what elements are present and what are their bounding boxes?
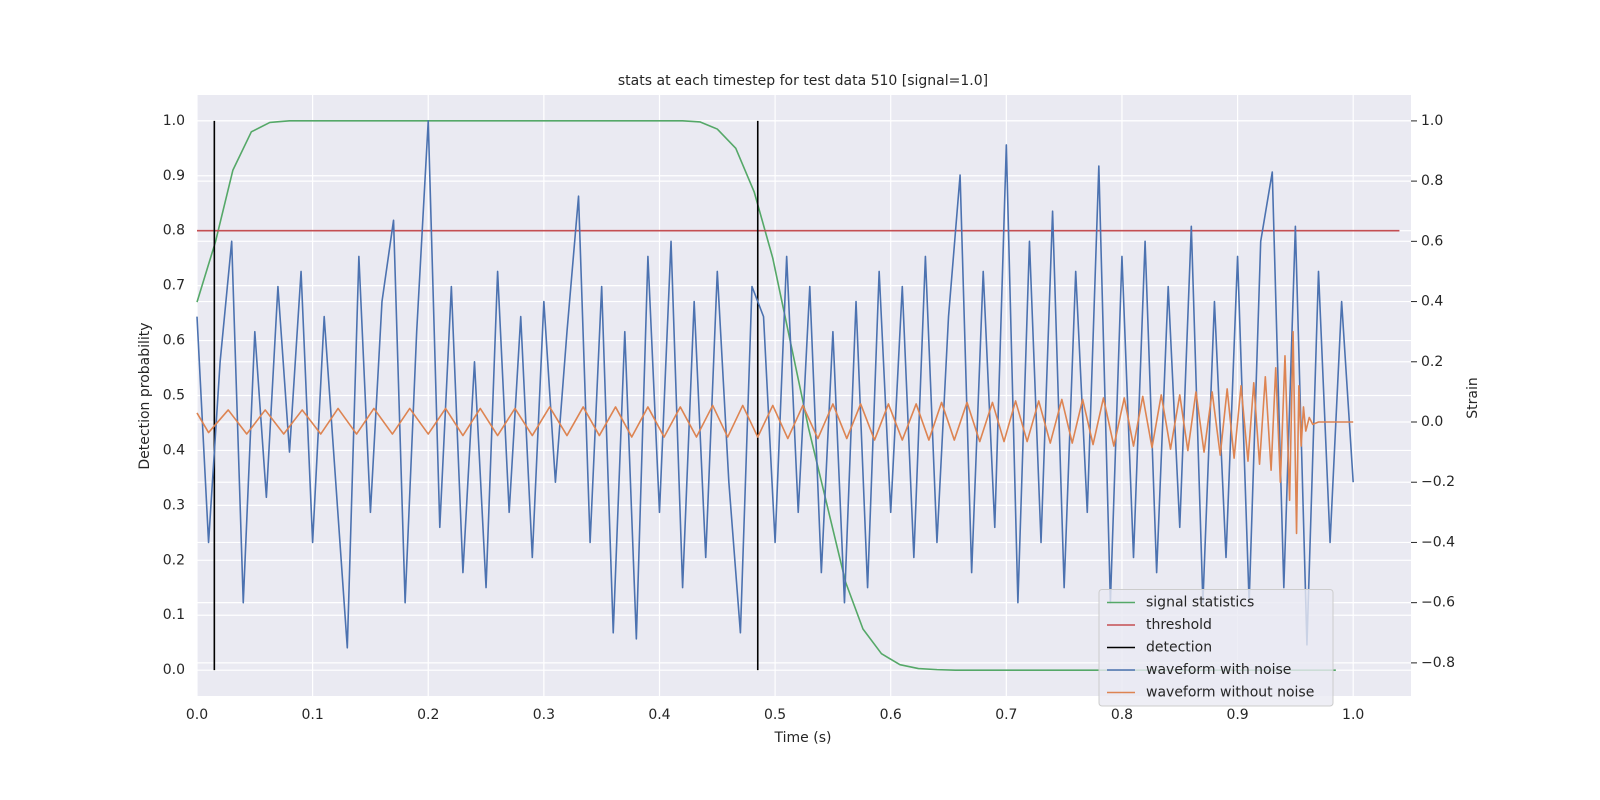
legend-label: threshold	[1146, 617, 1212, 633]
legend: signal statistics threshold detection wavef…	[1098, 589, 1334, 707]
y2-tick-label: −0.2	[1421, 474, 1455, 490]
y-axis-label: Detection probability	[137, 322, 153, 469]
y-tick-label: 0.5	[163, 388, 185, 404]
x-tick-label: 0.6	[880, 707, 902, 723]
y-tick-label: 0.6	[163, 333, 185, 349]
y-tick-label: 0.3	[163, 497, 185, 513]
y-tick-label: 1.0	[163, 113, 185, 129]
chart-title: stats at each timestep for test data 510…	[618, 73, 988, 89]
y-tick-label: 0.1	[163, 607, 185, 623]
y-tick-label: 0.0	[163, 662, 185, 678]
y2-axis-label: Strain	[1465, 377, 1481, 418]
y2-tick-label: 0.0	[1421, 414, 1443, 430]
y2-tick-label: −0.6	[1421, 595, 1455, 611]
x-axis-label: Time (s)	[774, 730, 832, 746]
y-tick-label: 0.8	[163, 223, 185, 239]
x-tick-label: 0.1	[301, 707, 323, 723]
series-line	[196, 120, 1336, 671]
x-tick-label: 0.0	[186, 707, 208, 723]
x-tick-label: 0.8	[1111, 707, 1133, 723]
x-tick-label: 0.7	[995, 707, 1017, 723]
y-tick-label: 0.9	[163, 168, 185, 184]
x-tick-label: 1.0	[1342, 707, 1364, 723]
y2-tick-label: −0.8	[1421, 655, 1455, 671]
x-tick-label: 0.3	[533, 707, 555, 723]
y2-tick-label: 0.4	[1421, 294, 1443, 310]
y-tick-label: 0.7	[163, 278, 185, 294]
x-tick-label: 0.2	[417, 707, 439, 723]
x-tick-label: 0.5	[764, 707, 786, 723]
y2-tick-label: −0.4	[1421, 534, 1455, 550]
y2-tick-label: 1.0	[1421, 113, 1443, 129]
y2-tick-label: 0.6	[1421, 233, 1443, 249]
y2-tick-label: 0.8	[1421, 173, 1443, 189]
series-line	[196, 330, 1354, 535]
legend-label: detection	[1146, 640, 1212, 656]
legend-label: waveform with noise	[1146, 662, 1291, 678]
legend-label: waveform without noise	[1146, 685, 1314, 701]
legend-box	[1098, 589, 1334, 707]
y-tick-label: 0.4	[163, 442, 185, 458]
y2-tick-label: 0.2	[1421, 354, 1443, 370]
series-line	[196, 120, 1354, 649]
legend-label: signal statistics	[1146, 595, 1254, 611]
y-tick-label: 0.2	[163, 552, 185, 568]
x-tick-label: 0.4	[648, 707, 670, 723]
x-tick-label: 0.9	[1226, 707, 1248, 723]
series-line	[213, 120, 759, 671]
